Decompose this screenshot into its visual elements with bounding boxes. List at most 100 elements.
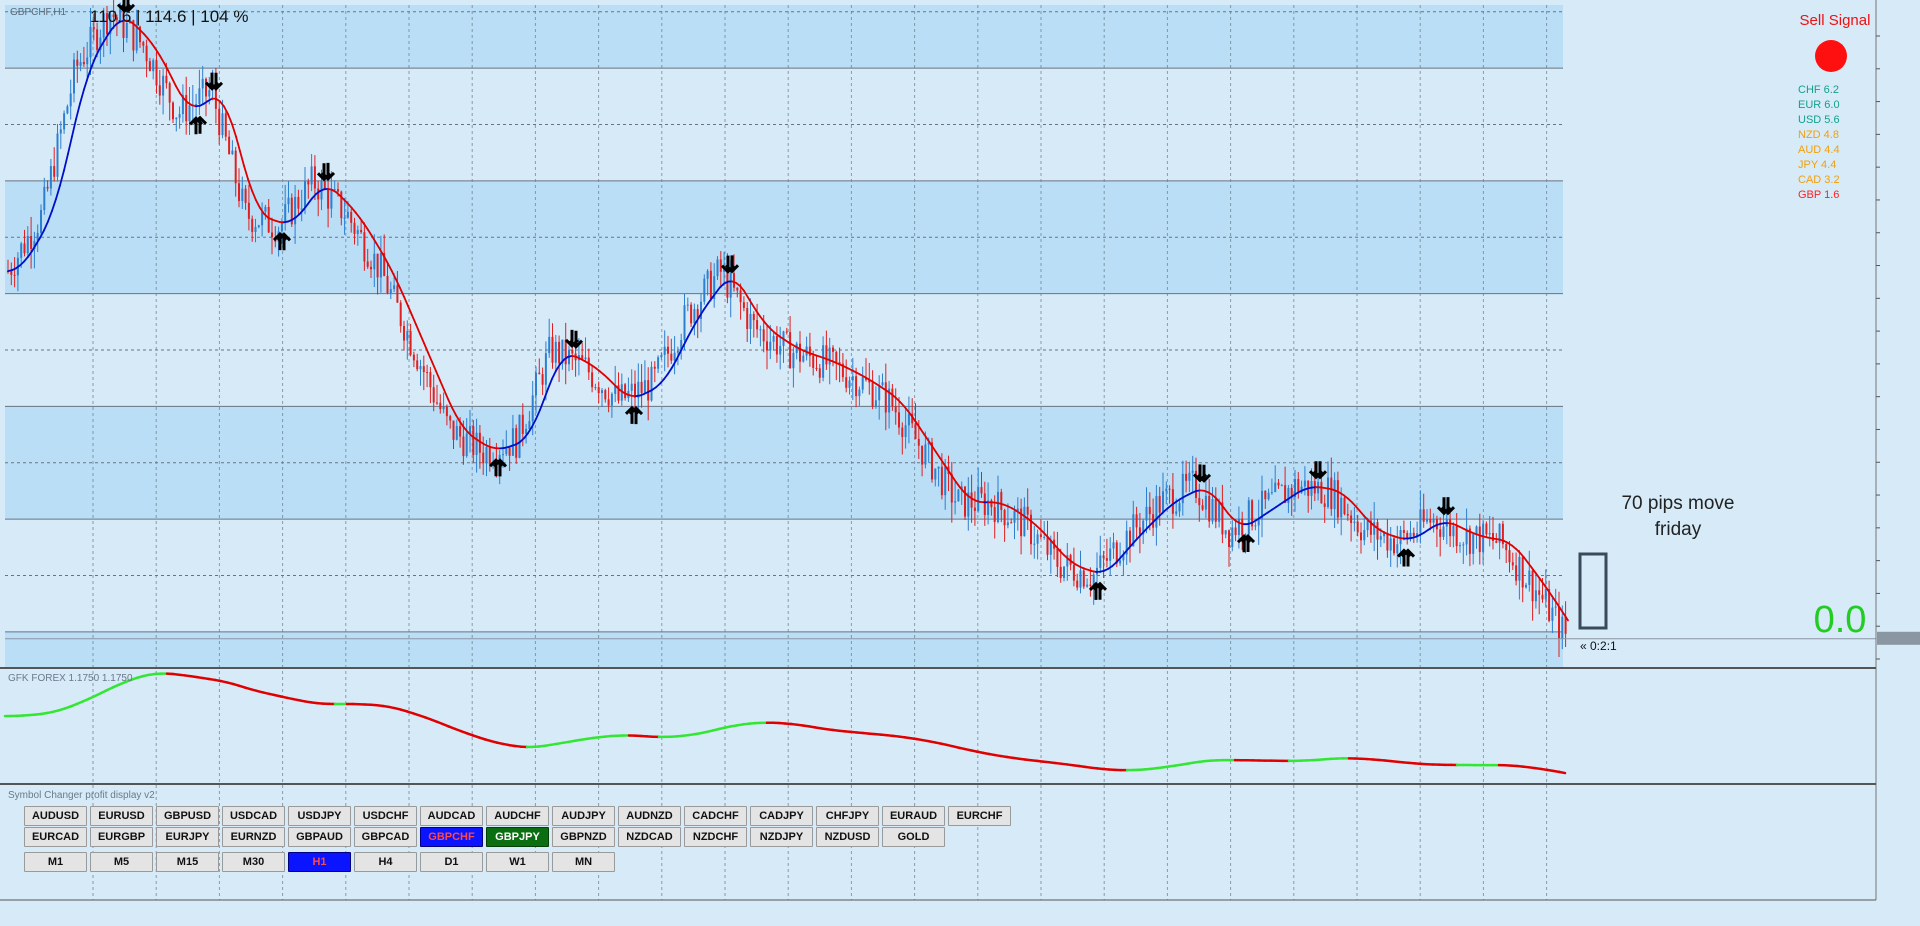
candle-body — [1080, 570, 1082, 587]
currency-strength-item: EUR 6.0 — [1798, 99, 1840, 111]
candle-body — [1043, 537, 1045, 538]
symbol-button-eurjpy[interactable]: EURJPY — [156, 827, 219, 847]
symbol-button-gbpnzd[interactable]: GBPNZD — [552, 827, 615, 847]
candle-body — [489, 447, 491, 464]
currency-strength-item: USD 5.6 — [1798, 114, 1840, 126]
timeframe-button-m1[interactable]: M1 — [24, 852, 87, 872]
symbol-button-gbpaud[interactable]: GBPAUD — [288, 827, 351, 847]
symbol-button-eurchf[interactable]: EURCHF — [948, 806, 1011, 826]
candle-body — [1347, 514, 1349, 515]
timeframe-button-m30[interactable]: M30 — [222, 852, 285, 872]
currency-strength-item: AUD 4.4 — [1798, 144, 1840, 156]
symbol-button-gbpcad[interactable]: GBPCAD — [354, 827, 417, 847]
candle-body — [387, 276, 389, 293]
symbol-button-usdcad[interactable]: USDCAD — [222, 806, 285, 826]
candle-body — [1459, 545, 1461, 546]
symbol-button-audusd[interactable]: AUDUSD — [24, 806, 87, 826]
candle-body — [1353, 522, 1355, 523]
candle-body — [1324, 503, 1326, 507]
symbol-button-cadjpy[interactable]: CADJPY — [750, 806, 813, 826]
candle-body — [1136, 514, 1138, 527]
candle-body — [66, 106, 68, 113]
timeframe-button-d1[interactable]: D1 — [420, 852, 483, 872]
timeframe-button-mn[interactable]: MN — [552, 852, 615, 872]
candle-body — [1205, 496, 1207, 510]
candle-body — [1228, 530, 1230, 547]
candle-body — [1555, 607, 1557, 608]
timeframe-button-h1[interactable]: H1 — [288, 852, 351, 872]
candle-body — [264, 207, 266, 212]
candle-body — [1327, 478, 1329, 507]
candle-body — [1014, 511, 1016, 523]
timeframe-button-w1[interactable]: W1 — [486, 852, 549, 872]
candle-body — [330, 190, 332, 209]
symbol-button-eurusd[interactable]: EURUSD — [90, 806, 153, 826]
candle-body — [1522, 557, 1524, 587]
candle-body — [1528, 570, 1530, 584]
symbol-button-gold[interactable]: GOLD — [882, 827, 945, 847]
candle-body — [1023, 507, 1025, 536]
candle-body — [1304, 481, 1306, 487]
symbol-button-eurnzd[interactable]: EURNZD — [222, 827, 285, 847]
candle-body — [344, 218, 346, 219]
candle-body — [1218, 502, 1220, 521]
symbol-button-nzdusd[interactable]: NZDUSD — [816, 827, 879, 847]
candle-body — [228, 137, 230, 154]
candle-body — [324, 180, 326, 188]
candle-body — [792, 353, 794, 368]
candle-body — [674, 353, 676, 361]
candle-body — [1146, 507, 1148, 521]
candle-body — [1433, 519, 1435, 523]
candle-body — [304, 181, 306, 208]
candle-body — [142, 42, 144, 45]
symbol-button-audnzd[interactable]: AUDNZD — [618, 806, 681, 826]
symbol-button-eurgbp[interactable]: EURGBP — [90, 827, 153, 847]
candle-body — [585, 358, 587, 360]
candle-body — [30, 236, 32, 249]
symbol-button-gbpusd[interactable]: GBPUSD — [156, 806, 219, 826]
symbol-button-audcad[interactable]: AUDCAD — [420, 806, 483, 826]
candle-body — [24, 243, 26, 253]
candle-body — [1089, 585, 1091, 586]
candle-body — [667, 347, 669, 354]
candle-body — [1004, 510, 1006, 525]
symbol-button-usdjpy[interactable]: USDJPY — [288, 806, 351, 826]
currency-strength-item: CAD 3.2 — [1798, 174, 1840, 186]
candle-body — [1320, 482, 1322, 504]
candle-body — [90, 27, 92, 58]
candle-body — [957, 490, 959, 502]
candle-body — [73, 60, 75, 94]
candle-body — [954, 501, 956, 502]
candle-body — [736, 288, 738, 291]
candle-body — [812, 356, 814, 368]
candle-body — [1033, 544, 1035, 545]
candle-body — [981, 487, 983, 493]
candle-body — [1403, 530, 1405, 533]
candle-body — [743, 302, 745, 308]
symbol-button-usdchf[interactable]: USDCHF — [354, 806, 417, 826]
timeframe-button-m15[interactable]: M15 — [156, 852, 219, 872]
symbol-button-cadchf[interactable]: CADCHF — [684, 806, 747, 826]
symbol-button-euraud[interactable]: EURAUD — [882, 806, 945, 826]
candle-body — [1241, 519, 1243, 536]
symbol-button-gbpchf[interactable]: GBPCHF — [420, 827, 483, 847]
candle-body — [380, 253, 382, 277]
candle-body — [766, 341, 768, 350]
candle-body — [1172, 489, 1174, 514]
symbol-button-eurcad[interactable]: EURCAD — [24, 827, 87, 847]
candle-body — [462, 437, 464, 457]
symbol-button-nzdcad[interactable]: NZDCAD — [618, 827, 681, 847]
symbol-button-nzdchf[interactable]: NZDCHF — [684, 827, 747, 847]
symbol-button-nzdjpy[interactable]: NZDJPY — [750, 827, 813, 847]
symbol-button-audjpy[interactable]: AUDJPY — [552, 806, 615, 826]
candle-body — [10, 271, 12, 274]
symbol-button-chfjpy[interactable]: CHFJPY — [816, 806, 879, 826]
timeframe-button-h4[interactable]: H4 — [354, 852, 417, 872]
candle-body — [908, 414, 910, 426]
candle-body — [703, 279, 705, 302]
symbol-button-gbpjpy[interactable]: GBPJPY — [486, 827, 549, 847]
timeframe-button-m5[interactable]: M5 — [90, 852, 153, 872]
symbol-button-audchf[interactable]: AUDCHF — [486, 806, 549, 826]
candle-body — [849, 380, 851, 387]
